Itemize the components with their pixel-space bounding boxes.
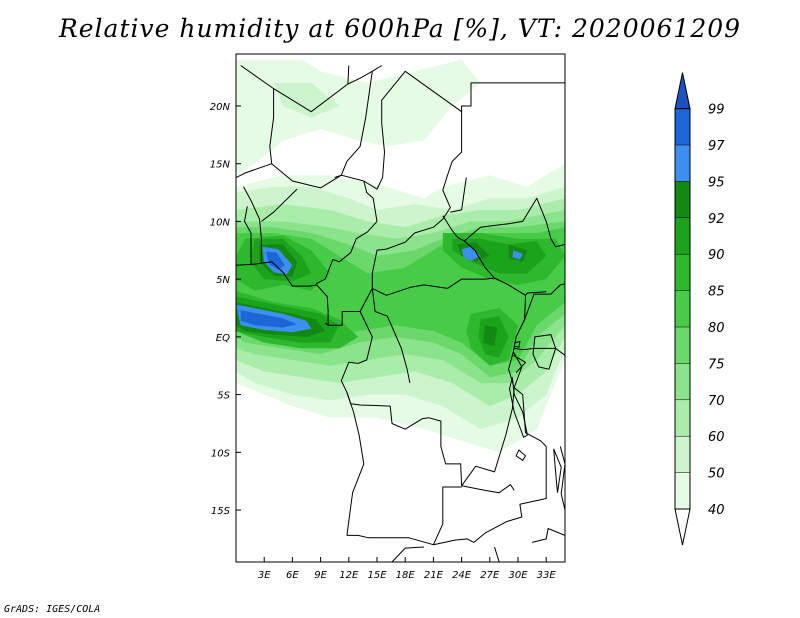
humidity-region-92-4 bbox=[483, 325, 498, 347]
humidity-region-50-1 bbox=[273, 82, 340, 118]
border-line bbox=[372, 277, 547, 296]
map-frame bbox=[235, 53, 566, 563]
border-line bbox=[461, 484, 515, 494]
border-line bbox=[346, 295, 526, 487]
colorbar-box bbox=[675, 363, 690, 400]
colorbar-level-label: 70 bbox=[708, 394, 725, 409]
colorbar-box bbox=[675, 436, 690, 473]
border-line bbox=[461, 82, 565, 112]
border-line bbox=[346, 392, 365, 536]
lake-outline bbox=[553, 448, 562, 493]
border-line bbox=[236, 261, 317, 287]
border-line bbox=[346, 534, 475, 546]
lon-tick-label: 27E bbox=[480, 570, 500, 581]
lat-tick-label: 20N bbox=[210, 102, 231, 113]
lon-tick-label: 15E bbox=[367, 570, 387, 581]
lat-tick-label: 10S bbox=[211, 448, 231, 459]
border-line bbox=[464, 197, 565, 248]
colorbar-low-triangle bbox=[674, 508, 691, 546]
map-title: Relative humidity at 600hPa [%], VT: 202… bbox=[58, 14, 742, 43]
humidity-region-97-1 bbox=[240, 310, 298, 328]
colorbar-box bbox=[675, 290, 690, 327]
lat-tick-label: EQ bbox=[216, 333, 230, 344]
border-line bbox=[363, 70, 463, 289]
border-line bbox=[244, 206, 252, 266]
humidity-region-95-1 bbox=[461, 246, 481, 261]
border-line bbox=[494, 546, 500, 562]
colorbar-level-label: 92 bbox=[708, 212, 725, 227]
border-line bbox=[559, 446, 565, 562]
lon-tick-label: 18E bbox=[396, 570, 416, 581]
lon-tick-label: 9E bbox=[314, 570, 327, 581]
lon-tick-label: 30E bbox=[508, 570, 528, 581]
lat-tick-label: 5N bbox=[216, 275, 230, 286]
country-boundaries bbox=[236, 65, 565, 562]
lon-tick-label: 21E bbox=[424, 570, 444, 581]
humidity-region-95-3 bbox=[512, 250, 523, 260]
colorbar-box bbox=[675, 145, 690, 182]
lake-outline bbox=[532, 334, 557, 370]
lon-tick-label: 6E bbox=[286, 570, 299, 581]
lat-tick-label: 10N bbox=[210, 217, 231, 228]
grads-credit: GrADS: IGES/COLA bbox=[4, 604, 101, 615]
humidity-field bbox=[236, 59, 565, 453]
lat-tick-label: 5S bbox=[217, 391, 230, 402]
lon-tick-label: 12E bbox=[339, 570, 359, 581]
colorbar-box bbox=[675, 181, 690, 218]
colorbar-level-label: 90 bbox=[708, 248, 725, 263]
lon-tick-label: 3E bbox=[258, 570, 271, 581]
lat-tick-label: 15N bbox=[210, 160, 231, 171]
border-line bbox=[432, 486, 462, 545]
lon-tick-label: 33E bbox=[537, 570, 557, 581]
humidity-region-40-0 bbox=[236, 59, 481, 176]
longitude-axis: 3E 6E 9E 12E 15E 18E 21E 24E 27E 30E 33E bbox=[258, 557, 557, 581]
colorbar-level-label: 50 bbox=[708, 467, 725, 482]
colorbar-level-label: 80 bbox=[708, 321, 725, 336]
lake-outline bbox=[515, 449, 527, 462]
border-line bbox=[514, 347, 565, 356]
border-line bbox=[261, 188, 298, 222]
latitude-axis: 20N 15N 10N 5N EQ 5S 10S 15S bbox=[210, 102, 241, 517]
border-line bbox=[450, 177, 467, 213]
colorbar-level-label: 75 bbox=[708, 357, 725, 372]
border-line bbox=[243, 186, 262, 265]
colorbar-level-label: 99 bbox=[708, 103, 725, 118]
colorbar-box bbox=[675, 217, 690, 255]
border-line bbox=[340, 311, 373, 393]
border-line bbox=[236, 88, 275, 178]
lon-tick-label: 24E bbox=[452, 570, 472, 581]
colorbar-level-label: 85 bbox=[708, 285, 725, 300]
colorbar-level-label: 95 bbox=[708, 175, 725, 190]
lake-outline bbox=[508, 377, 528, 439]
colorbar-box bbox=[675, 399, 690, 437]
colorbar-level-label: 60 bbox=[708, 430, 725, 445]
humidity-region-97-0 bbox=[266, 251, 285, 270]
colorbar-box bbox=[675, 108, 690, 145]
lat-tick-label: 15S bbox=[211, 506, 231, 517]
colorbar-box bbox=[675, 327, 690, 364]
border-line bbox=[316, 284, 329, 326]
colorbar-box bbox=[675, 472, 690, 509]
colorbar-level-label: 40 bbox=[708, 503, 725, 518]
border-line bbox=[513, 354, 526, 374]
colorbar-high-triangle bbox=[674, 72, 691, 110]
border-line bbox=[473, 446, 547, 543]
border-line bbox=[271, 163, 364, 189]
border-line bbox=[531, 528, 565, 543]
border-line bbox=[315, 180, 378, 285]
colorbar-level-label: 97 bbox=[708, 139, 725, 154]
border-line bbox=[524, 283, 565, 320]
border-line bbox=[391, 546, 425, 562]
colorbar-legend: 40 50 60 70 75 80 85 90 92 95 97 99 bbox=[674, 72, 725, 546]
border-line bbox=[371, 288, 411, 384]
lake-outline bbox=[513, 340, 521, 348]
colorbar-box bbox=[675, 254, 690, 291]
border-line bbox=[347, 65, 350, 85]
